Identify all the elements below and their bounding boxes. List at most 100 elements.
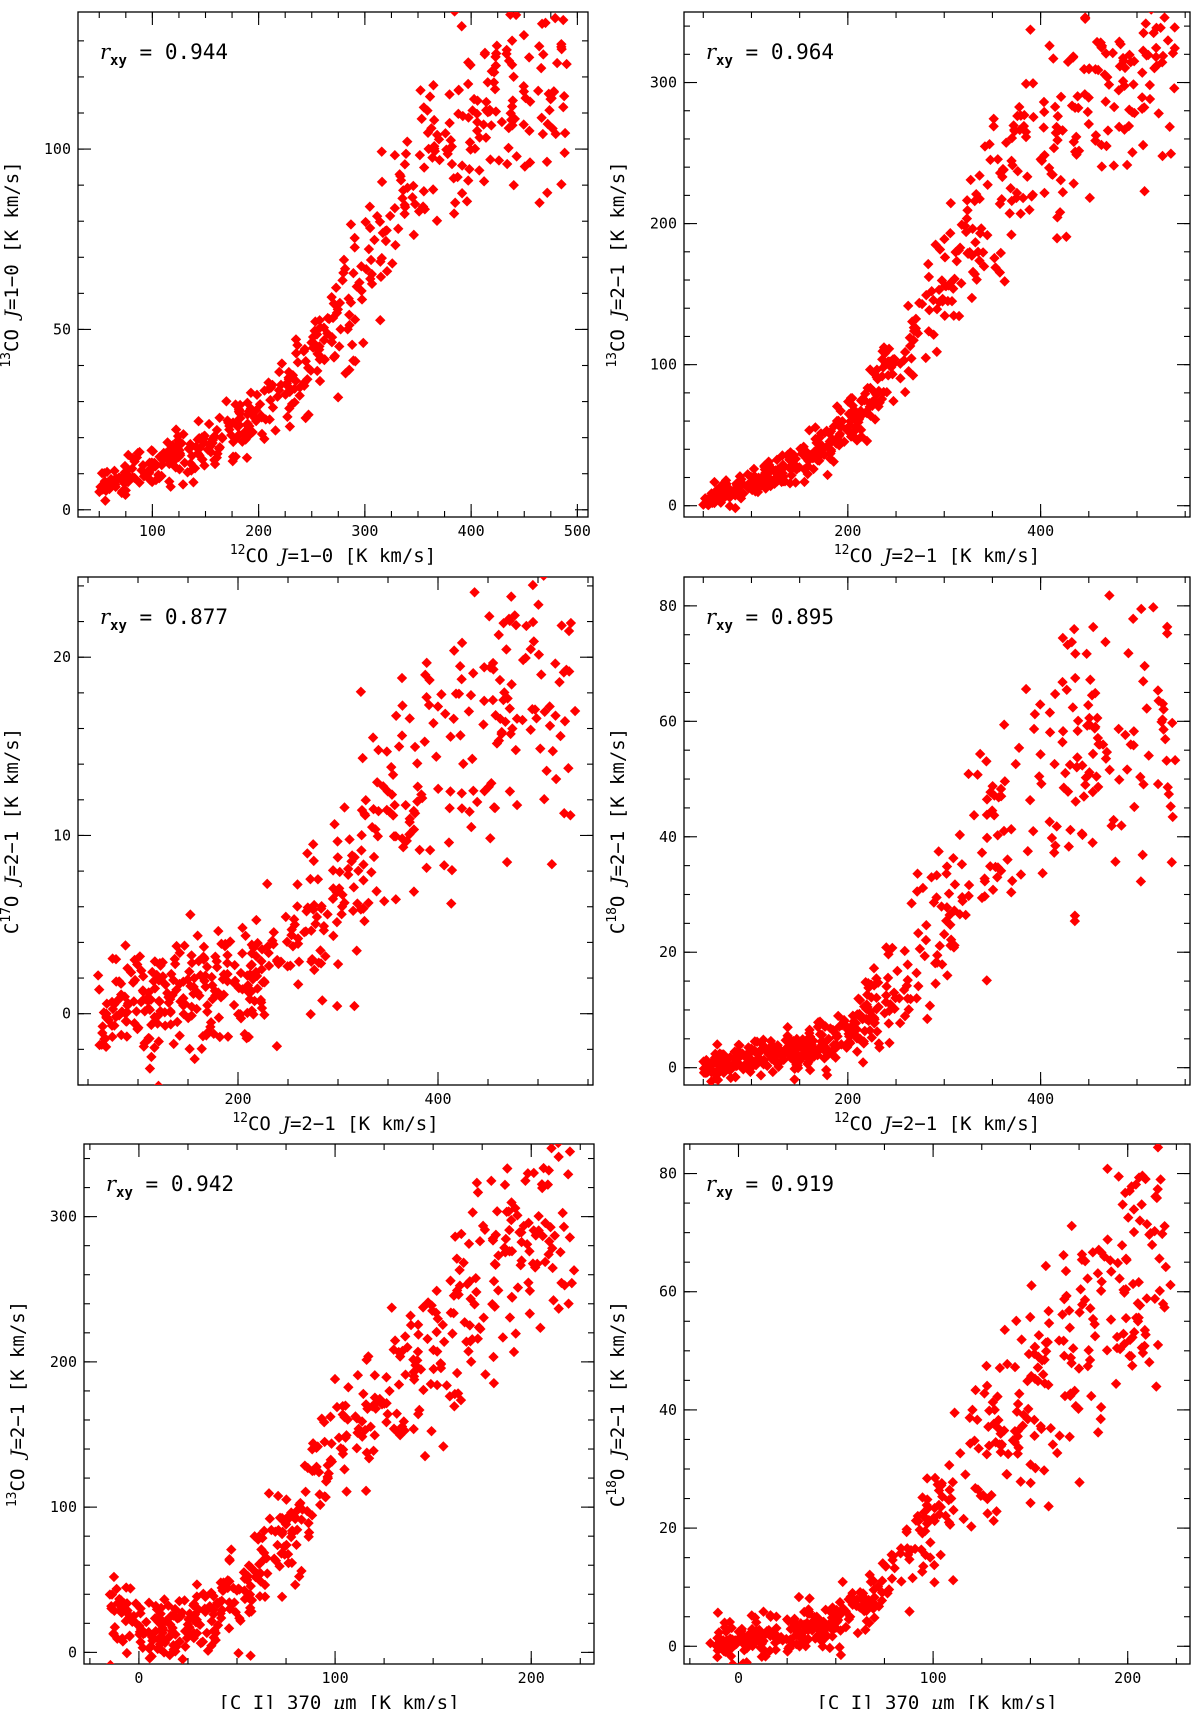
data-point bbox=[1032, 1362, 1044, 1373]
data-point bbox=[758, 1059, 769, 1070]
data-point bbox=[528, 1167, 540, 1179]
data-point bbox=[184, 1043, 195, 1055]
data-point bbox=[1141, 1129, 1151, 1139]
data-point bbox=[284, 1510, 295, 1521]
data-point bbox=[394, 1351, 406, 1362]
data-point bbox=[106, 1603, 117, 1614]
data-point bbox=[1136, 1342, 1148, 1353]
data-point bbox=[251, 914, 262, 926]
data-point bbox=[995, 1428, 1006, 1439]
data-point bbox=[1134, 1215, 1146, 1226]
data-point bbox=[855, 405, 866, 417]
correlation-annotation: rxy = 0.944 bbox=[100, 40, 228, 69]
data-point bbox=[1081, 648, 1092, 660]
data-point bbox=[836, 1608, 847, 1619]
data-point bbox=[831, 415, 843, 427]
data-point bbox=[869, 1612, 880, 1623]
data-point bbox=[827, 1631, 838, 1642]
y-axis-label: C18O J=2−1 [K km/s] bbox=[605, 728, 629, 934]
data-point bbox=[1101, 1345, 1113, 1356]
data-point bbox=[942, 970, 953, 981]
data-point bbox=[1141, 50, 1152, 61]
data-point bbox=[789, 1613, 800, 1625]
data-point bbox=[922, 1013, 933, 1025]
data-point bbox=[563, 762, 574, 774]
data-point bbox=[464, 1320, 476, 1331]
data-point bbox=[448, 713, 459, 725]
data-point bbox=[1075, 1284, 1086, 1295]
data-point bbox=[212, 1620, 224, 1631]
data-point bbox=[566, 1277, 578, 1289]
data-point bbox=[211, 424, 223, 436]
data-point bbox=[1095, 1413, 1106, 1425]
data-point bbox=[720, 1626, 732, 1637]
data-point bbox=[933, 1485, 945, 1496]
data-point bbox=[479, 453, 489, 463]
data-point bbox=[878, 362, 889, 373]
data-point bbox=[562, 462, 572, 472]
data-point bbox=[1123, 1212, 1134, 1223]
data-point bbox=[242, 397, 253, 408]
data-point bbox=[1141, 485, 1151, 495]
data-point bbox=[802, 1633, 814, 1644]
data-point bbox=[710, 1640, 722, 1651]
data-point bbox=[810, 1633, 821, 1644]
data-point bbox=[899, 945, 910, 957]
data-point bbox=[736, 1050, 747, 1061]
data-point bbox=[397, 700, 408, 711]
data-point bbox=[258, 1547, 270, 1559]
data-point bbox=[386, 761, 397, 773]
data-point bbox=[1073, 1403, 1084, 1414]
data-point bbox=[982, 1508, 993, 1519]
data-point bbox=[222, 415, 233, 426]
data-point bbox=[174, 464, 185, 475]
data-point bbox=[924, 304, 935, 316]
data-point bbox=[415, 85, 426, 96]
data-point bbox=[1028, 723, 1040, 735]
data-point bbox=[887, 1550, 899, 1562]
data-point bbox=[1129, 1327, 1140, 1338]
data-point bbox=[1077, 1299, 1088, 1310]
data-point bbox=[1104, 590, 1115, 601]
data-point bbox=[529, 0, 539, 6]
data-point bbox=[1089, 1318, 1100, 1330]
data-point bbox=[767, 1066, 779, 1078]
data-point bbox=[462, 1279, 473, 1290]
data-point bbox=[137, 971, 149, 982]
data-point bbox=[222, 949, 233, 961]
data-point bbox=[478, 176, 490, 187]
data-point bbox=[94, 984, 105, 995]
data-point bbox=[109, 1622, 121, 1633]
data-point bbox=[710, 1073, 722, 1084]
data-point bbox=[819, 1053, 830, 1064]
data-point bbox=[923, 271, 935, 283]
data-point bbox=[361, 264, 372, 275]
data-point bbox=[1096, 1247, 1107, 1258]
data-point bbox=[259, 433, 270, 445]
data-point bbox=[294, 390, 305, 401]
data-point bbox=[909, 1543, 921, 1555]
data-point bbox=[1015, 869, 1027, 880]
data-point bbox=[837, 415, 848, 427]
data-point bbox=[911, 886, 923, 897]
data-point bbox=[180, 1641, 191, 1652]
data-point bbox=[367, 732, 379, 743]
data-point bbox=[214, 412, 225, 424]
data-point bbox=[314, 375, 326, 387]
data-point bbox=[763, 472, 775, 483]
data-point bbox=[923, 1514, 935, 1526]
data-point bbox=[1007, 160, 1018, 171]
data-point bbox=[203, 418, 215, 430]
data-point bbox=[830, 1028, 842, 1039]
data-point bbox=[752, 1633, 763, 1644]
data-point bbox=[524, 1285, 536, 1296]
data-point bbox=[1112, 1257, 1124, 1269]
data-point bbox=[1058, 782, 1070, 793]
data-point bbox=[287, 941, 299, 952]
data-point bbox=[482, 77, 493, 88]
data-point bbox=[872, 1581, 884, 1592]
data-point bbox=[921, 919, 932, 931]
data-point bbox=[943, 1517, 955, 1528]
data-point bbox=[1162, 477, 1172, 487]
